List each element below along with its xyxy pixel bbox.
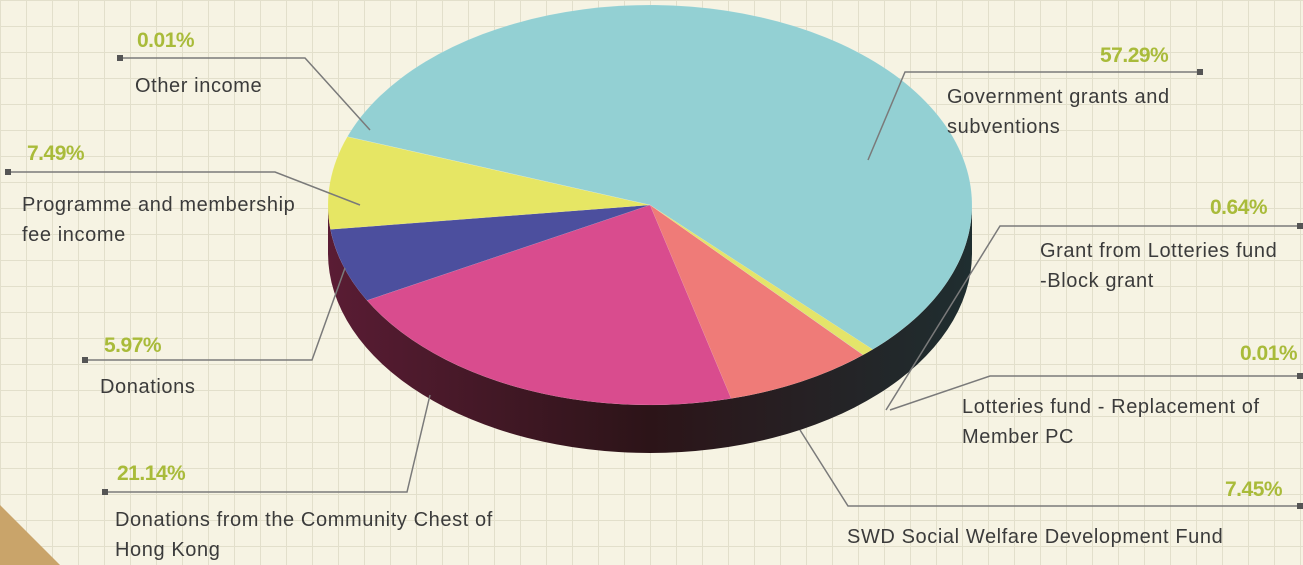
leader-end <box>5 169 11 175</box>
pie-slice <box>327 136 651 230</box>
leader-end <box>1197 69 1203 75</box>
pie-slice <box>366 204 732 406</box>
leader-line <box>867 71 1200 161</box>
leader-end <box>1297 503 1303 509</box>
pie-slice <box>347 4 973 350</box>
leader-line <box>799 429 1300 507</box>
corner-decoration <box>0 505 60 565</box>
value-label: 7.49% <box>27 142 85 165</box>
category-label: Other income <box>135 75 263 97</box>
value-label: 0.01% <box>137 29 195 52</box>
leader-end <box>102 489 108 495</box>
category-label: Programme and membership fee income <box>22 194 296 246</box>
value-label: 57.29% <box>1100 44 1169 67</box>
value-label: 0.64% <box>1210 196 1268 219</box>
category-label: Grant from Lotteries fund -Block grant <box>1040 240 1278 292</box>
value-label: 7.45% <box>1225 478 1283 501</box>
pie-slice <box>330 204 651 301</box>
value-label: 0.01% <box>1240 342 1298 365</box>
leader-end <box>82 357 88 363</box>
leader-line <box>85 267 346 361</box>
category-label: SWD Social Welfare Development Fund <box>847 526 1224 548</box>
leader-end <box>117 55 123 61</box>
category-label: Government grants and subventions <box>947 86 1170 138</box>
pie-slice <box>346 136 651 206</box>
pie-side <box>328 205 972 453</box>
leader-end <box>1297 373 1303 379</box>
leader-line <box>8 171 361 206</box>
leader-line <box>889 375 1300 411</box>
leader-line <box>885 225 1300 411</box>
category-label: Lotteries fund - Replacement of Member P… <box>962 396 1260 448</box>
pie-slice <box>649 204 864 399</box>
value-label: 5.97% <box>104 334 162 357</box>
value-label: 21.14% <box>117 462 186 485</box>
category-label: Donations <box>100 376 196 398</box>
category-label: Donations from the Community Chest of Ho… <box>115 509 493 561</box>
pie-slice <box>649 204 864 356</box>
leader-line <box>120 57 371 131</box>
pie-slice <box>649 204 874 356</box>
leader-end <box>1297 223 1303 229</box>
leader-line <box>105 394 431 493</box>
